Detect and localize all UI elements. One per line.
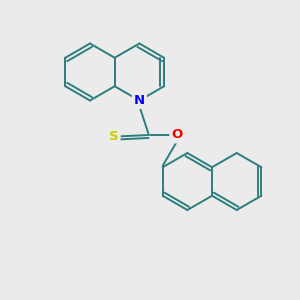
Text: O: O	[171, 128, 182, 142]
Text: S: S	[109, 130, 119, 143]
Text: N: N	[134, 94, 145, 107]
